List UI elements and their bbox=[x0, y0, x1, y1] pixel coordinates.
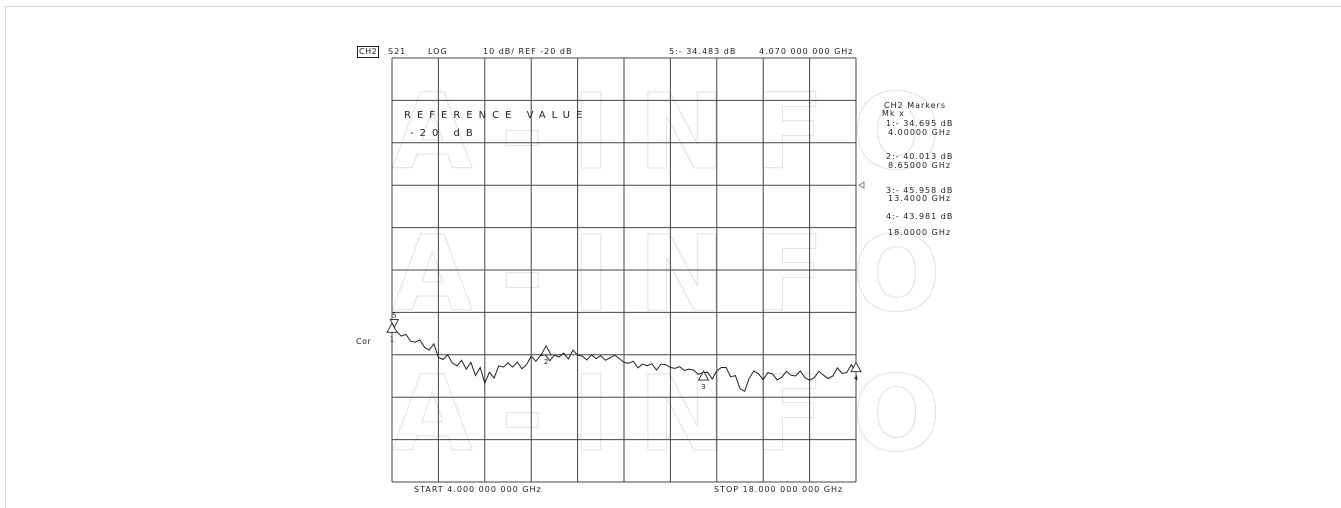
channel-indicator: CH2 bbox=[357, 46, 380, 58]
marker-panel-title: CH2 Markers bbox=[884, 101, 947, 110]
marker-3-label: 3 bbox=[701, 383, 705, 391]
marker-4-freq: 18.0000 GHz bbox=[888, 228, 952, 237]
marker-2-freq: 8.65000 GHz bbox=[888, 161, 952, 170]
active-marker-value: 5:- 34.483 dB bbox=[669, 47, 737, 56]
scale-reference: 10 dB/ REF -20 dB bbox=[483, 47, 573, 56]
marker-1-value: 1:- 34.695 dB bbox=[886, 119, 954, 128]
start-frequency: START 4.000 000 000 GHz bbox=[414, 485, 542, 494]
marker-3-value: 3:- 45.958 dB bbox=[886, 186, 954, 195]
marker-3-symbol bbox=[697, 370, 710, 381]
marker-2-label: 2 bbox=[544, 358, 548, 366]
watermark: A-INFO bbox=[392, 71, 969, 193]
marker-3-freq: 13.4000 GHz bbox=[888, 194, 952, 203]
screen-frame bbox=[5, 6, 1341, 508]
trace-line bbox=[391, 330, 857, 393]
marker-4-value: 4:- 43.981 dB bbox=[886, 212, 954, 221]
marker-2-symbol bbox=[540, 344, 552, 356]
marker-5-label: 5 bbox=[392, 311, 396, 319]
reference-title: REFERENCE VALUE bbox=[404, 110, 589, 121]
marker-1-label: 1 bbox=[390, 335, 394, 343]
active-marker-frequency: 4.070 000 000 GHz bbox=[759, 47, 854, 56]
reference-pointer bbox=[858, 181, 865, 189]
marker-2-value: 2:- 40.013 dB bbox=[886, 152, 954, 161]
stop-frequency: STOP 18.000 000 000 GHz bbox=[714, 485, 844, 494]
marker-1-freq: 4.00000 GHz bbox=[888, 128, 952, 137]
display-format: LOG bbox=[428, 47, 448, 56]
marker-4-label: 4 bbox=[854, 375, 859, 383]
marker-4-symbol bbox=[850, 361, 862, 373]
watermark: A-INFO bbox=[392, 213, 969, 335]
s-parameter: S21 bbox=[388, 47, 407, 56]
marker-panel-mode: Mk x bbox=[882, 109, 905, 118]
correction-indicator: Cor bbox=[356, 337, 372, 346]
marker-5-symbol bbox=[389, 318, 400, 329]
reference-value: -20 dB bbox=[410, 128, 479, 139]
